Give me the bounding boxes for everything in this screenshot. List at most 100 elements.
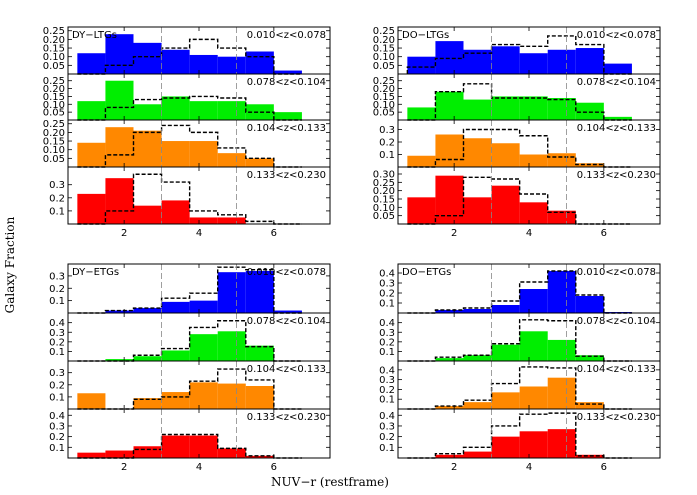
y-tick-label: 0.2 (379, 138, 395, 149)
y-tick-label: 0.1 (49, 392, 65, 403)
dashed-histogram (407, 83, 632, 121)
dashed-histogram (77, 124, 302, 168)
bar (435, 406, 464, 409)
redshift-label: 0.133<z<0.230 (247, 170, 326, 181)
chart-group-0: 0.050.100.150.200.25 0.010<z<0.078DY−LTGs… (43, 26, 331, 239)
bar (133, 308, 162, 313)
y-tick-label: 0.3 (379, 375, 395, 386)
x-tick-label: 4 (526, 462, 532, 473)
group-label: DO−LTGs (402, 30, 449, 41)
bar (133, 42, 162, 74)
panel-3-1: 0.10.20.30.4 0.078<z<0.104 (379, 312, 661, 362)
panel-1-0: 0.050.100.150.200.25 0.010<z<0.078 DO−LTGs (373, 26, 661, 75)
y-tick-label: 0.4 (379, 365, 395, 376)
panel-1-2: 0.10.2 0.3 0.104<z<0.133 (379, 119, 661, 168)
bar (217, 383, 246, 409)
bar (77, 393, 106, 409)
bar (105, 34, 134, 74)
x-tick-label: 6 (271, 462, 277, 473)
bar (189, 334, 218, 361)
y-tick-label: 0.10 (373, 52, 395, 63)
bar (105, 359, 134, 361)
bar (491, 305, 520, 313)
y-tick-label: 0.3 (49, 180, 65, 191)
bar (161, 392, 190, 409)
dashed-histogram (77, 38, 302, 75)
redshift-label: 0.078<z<0.104 (247, 77, 326, 88)
y-tick-label: 0.05 (373, 211, 395, 222)
bar (491, 344, 520, 361)
y-tick-label: 0.4 (379, 269, 395, 280)
bar (519, 53, 548, 74)
panel-0-3: 0.1 0.2 0.3 0.133<z<0.230 2 4 6 (49, 166, 331, 239)
y-tick-label: 0.05 (43, 108, 65, 119)
y-tick-label: 0.10 (43, 145, 65, 156)
bar (519, 202, 548, 224)
bar (519, 386, 548, 409)
y-tick-label: 0.3 (379, 279, 395, 290)
y-tick-label: 0.3 (49, 271, 65, 282)
bar (407, 107, 436, 120)
group-label: DY−ETGs (72, 267, 119, 278)
y-tick-label: 0.05 (373, 61, 395, 72)
bar (161, 96, 190, 120)
y-tick-label: 0.4 (379, 411, 395, 422)
bar (547, 339, 576, 361)
bar (435, 454, 464, 458)
y-tick-label: 0.1 (379, 150, 395, 161)
y-tick-label: 0.05 (43, 154, 65, 165)
dashed-histogram (77, 266, 302, 314)
panel-1-1: 0.050.100.150.200.25 0.078<z<0.104 (373, 73, 661, 121)
bar (217, 153, 246, 167)
bar (77, 452, 106, 458)
bar (463, 138, 492, 167)
bar (217, 217, 246, 224)
bar (77, 101, 106, 120)
y-tick-label: 0.25 (43, 26, 65, 37)
bar (217, 331, 246, 361)
y-tick-label: 0.20 (373, 84, 395, 95)
panel-0-1: 0.050.100.150.200.25 0.078<z<0.104 (43, 73, 331, 121)
x-tick-label: 6 (271, 228, 277, 239)
bar (407, 56, 436, 74)
bar (105, 450, 134, 458)
bar (217, 272, 246, 313)
y-tick-label: 0.15 (373, 92, 395, 103)
y-tick-label: 0.2 (49, 284, 65, 295)
panel-2-2: 0.10.20.3 0.104<z<0.133 (49, 360, 331, 410)
x-tick-label: 2 (451, 462, 457, 473)
redshift-label: 0.133<z<0.230 (247, 412, 326, 423)
bar (161, 435, 190, 458)
bar (273, 70, 302, 74)
bar (463, 99, 492, 120)
y-tick-label: 0.1 (379, 395, 395, 406)
bar (189, 300, 218, 313)
bar (217, 56, 246, 74)
bar (547, 429, 576, 458)
bar (491, 185, 520, 224)
bar (189, 382, 218, 409)
redshift-label: 0.078<z<0.104 (577, 316, 656, 327)
dashed-histogram (407, 270, 632, 314)
y-tick-label: 0.2 (379, 385, 395, 396)
y-tick-label: 0.4 (49, 411, 65, 422)
bar (463, 402, 492, 409)
bar (189, 217, 218, 224)
panel-3-2: 0.10.20.30.4 0.104<z<0.133 (379, 360, 661, 410)
bar (519, 154, 548, 167)
x-tick-label: 6 (601, 462, 607, 473)
dashed-histogram (407, 319, 632, 362)
bar (603, 63, 632, 74)
y-tick-label: 0.20 (373, 186, 395, 197)
redshift-label: 0.010<z<0.078 (577, 267, 656, 278)
bar (105, 127, 134, 167)
redshift-label: 0.104<z<0.133 (247, 123, 326, 134)
x-tick-label: 2 (121, 462, 127, 473)
bar (133, 205, 162, 224)
panel-1-3: 0.050.100.150.200.250.30 0.133<z<0.230 2 4 6 (373, 166, 661, 239)
x-tick-label: 4 (196, 462, 202, 473)
bar (575, 102, 604, 120)
y-tick-label: 0.20 (43, 35, 65, 46)
bar (77, 53, 106, 74)
